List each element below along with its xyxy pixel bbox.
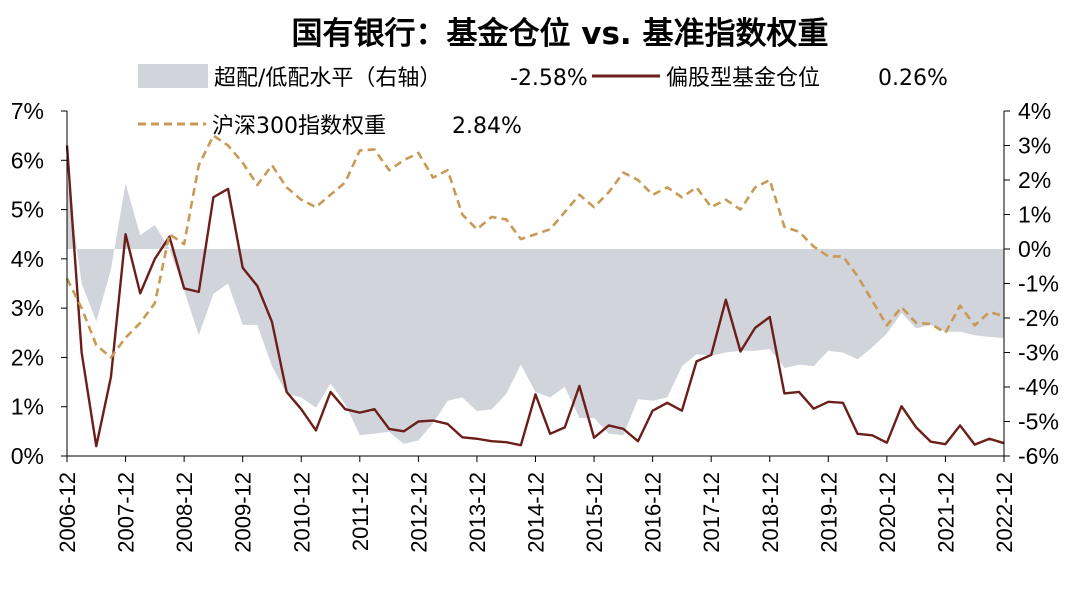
legend-value-overweight: -2.58%	[510, 66, 588, 91]
x-tick-label: 2022-12	[992, 472, 1017, 553]
y-right-tick-label: -2%	[1018, 305, 1059, 331]
y-right-tick-label: 1%	[1018, 202, 1051, 228]
x-tick-label: 2018-12	[758, 472, 783, 553]
x-tick-label: 2012-12	[406, 472, 431, 553]
x-tick-label: 2020-12	[875, 472, 900, 553]
x-tick-label: 2017-12	[699, 472, 724, 553]
y-right-tick-label: 2%	[1018, 167, 1051, 193]
y-right-tick-label: 0%	[1018, 236, 1051, 262]
x-tick-label: 2013-12	[465, 472, 490, 553]
x-tick-label: 2014-12	[524, 472, 549, 553]
y-right-tick-label: -3%	[1018, 340, 1059, 366]
y-left-tick-label: 0%	[11, 443, 44, 469]
y-right-tick-label: 3%	[1018, 133, 1051, 159]
y-left-tick-label: 5%	[11, 197, 44, 223]
y-left-tick-label: 1%	[11, 394, 44, 420]
y-right-tick-label: 4%	[1018, 98, 1051, 124]
legend: 超配/低配水平（右轴） -2.58% 偏股型基金仓位 0.26% 沪深300指数…	[138, 64, 948, 139]
series-area-overweight	[67, 176, 1004, 444]
x-tick-label: 2009-12	[231, 472, 256, 553]
legend-label-index: 沪深300指数权重	[212, 114, 386, 139]
x-tick-label: 2021-12	[933, 472, 958, 553]
y-left-tick-label: 6%	[11, 147, 44, 173]
y-right-tick-label: -5%	[1018, 409, 1059, 435]
y-right-tick-label: -4%	[1018, 374, 1059, 400]
legend-label-overweight: 超配/低配水平（右轴）	[214, 66, 441, 91]
x-tick-label: 2015-12	[582, 472, 607, 553]
legend-value-index: 2.84%	[452, 114, 522, 139]
legend-swatch-overweight	[138, 64, 208, 88]
chart-title: 国有银行：基金仓位 vs. 基准指数权重	[291, 16, 828, 52]
legend-label-fund: 偏股型基金仓位	[666, 66, 820, 91]
x-tick-label: 2010-12	[289, 472, 314, 553]
x-tick-label: 2006-12	[55, 472, 80, 553]
y-left-tick-label: 4%	[11, 246, 44, 272]
x-tick-label: 2008-12	[172, 472, 197, 553]
x-tick-label: 2016-12	[641, 472, 666, 553]
x-tick-label: 2007-12	[114, 472, 139, 553]
series-line-index-weight	[65, 134, 1005, 359]
x-tick-label: 2019-12	[816, 472, 841, 553]
y-left-tick-label: 2%	[11, 344, 44, 370]
y-left-tick-label: 3%	[11, 295, 44, 321]
y-right-tick-label: -6%	[1018, 443, 1059, 469]
plot-area: 0% 1% 2% 3% 4% 5% 6% 7% -6% -5% -4% -3% -2% -1% 0% 1% 2%…	[11, 98, 1059, 553]
y-left-tick-label: 7%	[11, 98, 44, 124]
y-right-tick-label: -1%	[1018, 271, 1059, 297]
x-tick-label: 2011-12	[348, 472, 373, 551]
legend-value-fund: 0.26%	[878, 66, 948, 91]
series-line-fund-position	[65, 145, 1005, 448]
